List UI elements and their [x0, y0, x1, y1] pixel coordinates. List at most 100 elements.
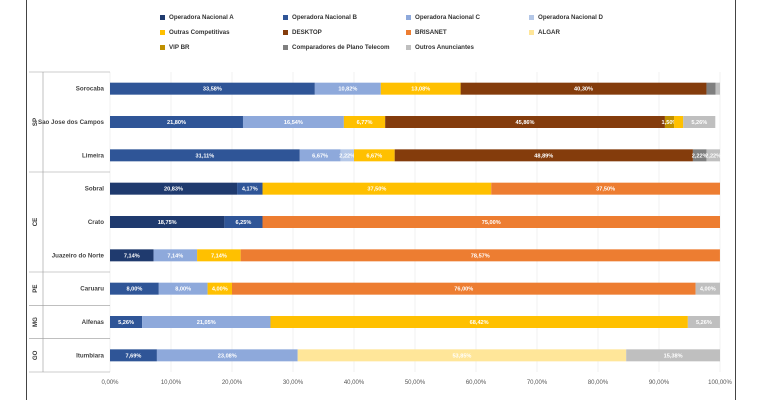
bar-data-label: 4,00%: [212, 287, 228, 293]
bar-data-label: 78,57%: [471, 253, 490, 259]
bar-data-label: 37,50%: [596, 187, 615, 193]
x-tick-label: 50,00%: [405, 380, 426, 386]
bar-data-label: 13,08%: [411, 87, 430, 93]
bar-data-label: 4,00%: [700, 287, 716, 293]
bar-segment: [237, 182, 263, 195]
frame-right-border: [735, 0, 736, 400]
bar-data-label: 20,83%: [164, 187, 183, 193]
legend-label: DESKTOP: [292, 29, 322, 36]
x-tick-label: 60,00%: [466, 380, 487, 386]
bar-segment: [262, 182, 492, 195]
category-label: Sorocaba: [76, 86, 105, 93]
bar-data-label: 2,22%: [339, 153, 355, 159]
group-label: CE: [32, 218, 39, 227]
bar-segment: [380, 82, 461, 95]
bar-segment: [153, 249, 198, 262]
category-label: Caruaru: [80, 286, 104, 293]
bar-segment: [674, 116, 684, 128]
bar-segment: [158, 282, 208, 295]
legend-label: VIP BR: [169, 44, 190, 51]
category-label: Limeira: [82, 152, 105, 159]
bar-data-label: 68,42%: [470, 320, 489, 326]
legend-item: DESKTOP: [283, 29, 322, 36]
bar-data-label: 21,80%: [167, 120, 186, 126]
bar-segment: [340, 149, 354, 162]
bar-data-label: 1,50%: [662, 120, 678, 126]
legend-label: Outras Competitivas: [169, 29, 230, 36]
legend-label: Operadora Nacional C: [415, 14, 480, 21]
bar-data-label: 8,00%: [175, 287, 191, 293]
bar-segment: [343, 116, 386, 128]
bar-segment: [460, 82, 707, 95]
bar-data-label: 5,26%: [118, 320, 134, 326]
bar-segment: [110, 249, 154, 262]
bar-segment: [110, 116, 243, 128]
legend-swatch: [160, 30, 165, 35]
bar-data-label: 4,17%: [242, 187, 258, 193]
bar-segment: [491, 182, 720, 195]
bar-segment: [626, 349, 720, 362]
bar-data-label: 7,69%: [126, 353, 142, 359]
bar-segment: [110, 82, 315, 95]
bar-segment: [297, 349, 627, 362]
legend-item: ALGAR: [529, 29, 560, 36]
bar-data-label: 21,05%: [197, 320, 216, 326]
bar-data-label: 15,38%: [664, 353, 683, 359]
bar-data-label: 2,22%: [692, 153, 708, 159]
bar-segment: [385, 116, 665, 128]
legend-item: Operadora Nacional D: [529, 14, 603, 21]
x-tick-label: 0,00%: [101, 380, 119, 386]
bar-data-label: 31,11%: [196, 153, 215, 159]
bar-data-label: 8,00%: [126, 287, 142, 293]
bar-data-label: 37,50%: [367, 187, 386, 193]
legend-label: Comparadores de Plano Telecom: [292, 44, 390, 51]
legend-item: VIP BR: [160, 44, 190, 51]
bar-segment: [232, 282, 696, 295]
bar-segment: [354, 149, 395, 162]
bar-data-label: 16,54%: [284, 120, 303, 126]
frame-left-border: [26, 0, 27, 400]
bar-segment: [299, 149, 341, 162]
legend-swatch: [529, 15, 534, 20]
bar-segment: [715, 82, 720, 95]
category-label: Itumbiara: [76, 352, 104, 359]
bar-segment: [683, 116, 716, 128]
x-tick-label: 40,00%: [344, 380, 365, 386]
bar-data-label: 7,14%: [124, 253, 140, 259]
category-label: Alfenas: [82, 319, 105, 326]
legend-label: ALGAR: [538, 29, 560, 36]
category-label: Juazeiro do Norte: [52, 252, 105, 259]
bar-data-label: 23,08%: [218, 353, 237, 359]
bar-data-label: 2,22%: [705, 153, 721, 159]
legend-swatch: [406, 15, 411, 20]
bar-data-label: 5,26%: [691, 120, 707, 126]
legend-label: Outros Anunciantes: [415, 44, 474, 51]
group-label: GO: [32, 350, 39, 360]
bar-data-label: 45,86%: [516, 120, 535, 126]
bar-data-label: 53,85%: [452, 353, 471, 359]
category-label: Sao Jose dos Campos: [38, 119, 105, 126]
bar-segment: [110, 149, 300, 162]
group-label: PE: [32, 285, 39, 293]
bar-segment: [224, 216, 263, 228]
legend-item: Operadora Nacional C: [406, 14, 480, 21]
legend-label: Operadora Nacional D: [538, 14, 603, 21]
x-tick-label: 10,00%: [161, 380, 182, 386]
bar-segment: [240, 249, 720, 262]
legend-swatch: [160, 15, 165, 20]
category-label: Sobral: [85, 186, 105, 193]
bar-data-label: 6,67%: [312, 153, 328, 159]
legend-swatch: [160, 45, 165, 50]
group-label: MG: [32, 317, 39, 327]
bar-data-label: 48,89%: [534, 153, 553, 159]
bar-segment: [687, 316, 720, 328]
legend-item: Comparadores de Plano Telecom: [283, 44, 390, 51]
bar-segment: [110, 316, 143, 328]
bar-segment: [110, 182, 238, 195]
bar-segment: [394, 149, 693, 162]
bar-data-label: 40,30%: [574, 87, 593, 93]
x-tick-label: 80,00%: [588, 380, 609, 386]
bar-segment: [197, 249, 241, 262]
